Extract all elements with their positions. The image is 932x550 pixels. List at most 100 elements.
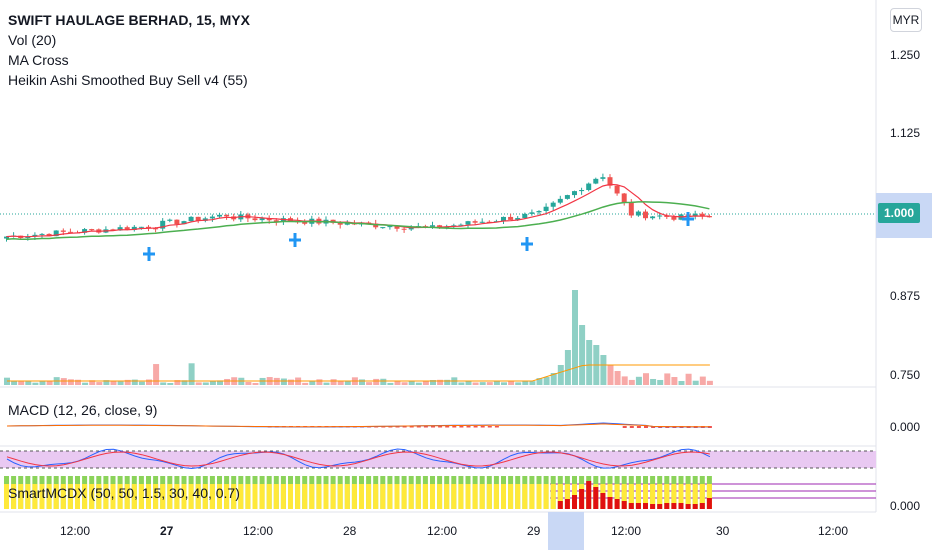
- mcdx-yellow: [550, 484, 556, 509]
- mcdx-yellow: [465, 484, 471, 509]
- mcdx-red: [706, 498, 712, 509]
- mcdx-yellow: [678, 484, 684, 509]
- mcdx-bars: [4, 476, 712, 509]
- volume-bar: [288, 379, 294, 385]
- mcdx-yellow: [188, 484, 194, 509]
- macd-hist: [409, 426, 414, 428]
- volume-bar: [373, 378, 380, 385]
- indicator-heikin-ashi[interactable]: Heikin Ashi Smoothed Buy Sell v4 (55): [8, 72, 248, 88]
- ma-slow-line: [6, 201, 710, 241]
- mcdx-yellow: [373, 484, 379, 509]
- candle-body: [572, 191, 577, 196]
- mcdx-yellow: [103, 484, 109, 509]
- volume-ma-line: [7, 364, 710, 382]
- mcdx-yellow: [430, 484, 435, 509]
- mcdx-red: [692, 504, 698, 509]
- volume-bar: [408, 381, 415, 385]
- candle-body: [146, 226, 151, 229]
- volume-bar: [493, 381, 500, 385]
- mcdx-yellow: [557, 484, 563, 509]
- smartmcdx-tick: 0.000: [889, 499, 920, 513]
- candle-body: [515, 218, 521, 220]
- volume-bar: [444, 379, 451, 385]
- time-tick: 12:00: [611, 524, 642, 538]
- mcdx-yellow: [451, 484, 457, 509]
- volume-bar: [650, 378, 657, 385]
- indicator-ma-cross[interactable]: MA Cross: [8, 52, 69, 68]
- mcdx-yellow: [138, 484, 144, 509]
- macd-hist: [466, 426, 471, 428]
- volume-bar: [252, 382, 259, 385]
- time-highlight: [548, 512, 584, 550]
- candle-body: [117, 227, 123, 231]
- mcdx-yellow: [46, 484, 52, 509]
- candle-body: [337, 222, 343, 225]
- volume-bar: [131, 379, 138, 385]
- volume-bar: [692, 380, 699, 385]
- mcdx-yellow: [309, 484, 315, 509]
- mcdx-yellow: [110, 484, 116, 509]
- candle-body: [302, 221, 308, 224]
- volume-bar: [671, 377, 678, 385]
- time-tick: 12:00: [60, 524, 91, 538]
- volume-bar: [465, 380, 472, 385]
- mcdx-yellow: [217, 484, 222, 509]
- candle-body: [394, 226, 400, 229]
- symbol-title[interactable]: SWIFT HAULAGE BERHAD, 15, MYX: [8, 12, 250, 28]
- mcdx-yellow: [635, 484, 641, 509]
- volume-bar: [181, 380, 188, 385]
- volume-bar: [600, 355, 607, 385]
- macd-hist: [494, 426, 499, 428]
- volume-bar: [309, 381, 316, 385]
- volume-bar: [344, 381, 351, 385]
- volume-bar: [614, 371, 621, 385]
- mcdx-yellow: [131, 484, 137, 509]
- candle-body: [408, 227, 414, 230]
- last-price-tag: 1.000: [878, 203, 920, 223]
- volume-bar: [635, 376, 642, 385]
- volume-bar: [138, 381, 145, 385]
- macd-hist: [622, 426, 627, 428]
- mcdx-yellow: [330, 484, 336, 509]
- volume-bar: [706, 380, 713, 385]
- volume-bar: [564, 350, 571, 385]
- price-tick: 1.250: [889, 48, 920, 62]
- macd-hist: [416, 426, 421, 428]
- mcdx-yellow: [493, 484, 499, 509]
- price-tick: 0.750: [889, 368, 920, 382]
- candles: [4, 173, 712, 242]
- mcdx-yellow: [259, 484, 265, 509]
- candle-body: [508, 216, 514, 220]
- candle-body: [401, 228, 407, 230]
- mcdx-yellow: [202, 484, 208, 509]
- mcdx-red: [657, 504, 663, 509]
- mcdx-yellow: [32, 484, 38, 509]
- mcdx-yellow: [266, 484, 272, 509]
- smartmcdx-label[interactable]: SmartMCDX (50, 50, 1.5, 30, 40, 0.7): [8, 485, 240, 501]
- candle-body: [501, 216, 506, 222]
- mcdx-red: [628, 503, 634, 509]
- volume-bar: [643, 373, 649, 385]
- volume-bar: [89, 380, 96, 385]
- volume-bar: [245, 381, 252, 385]
- volume-bar: [302, 382, 309, 385]
- currency-button[interactable]: MYR: [890, 8, 922, 32]
- volume-bar: [25, 381, 32, 385]
- candle-body: [635, 211, 641, 216]
- indicator-volume[interactable]: Vol (20): [8, 32, 57, 48]
- volume-bar: [11, 380, 18, 385]
- candle-body: [209, 216, 215, 219]
- volume-bar: [67, 379, 74, 385]
- candle-body: [465, 221, 471, 225]
- candle-body: [628, 202, 634, 216]
- candle-body: [692, 213, 698, 216]
- volume-bar: [75, 379, 81, 385]
- candle-body: [131, 226, 137, 230]
- ma-fast-line: [6, 183, 710, 238]
- macd-label[interactable]: MACD (12, 26, close, 9): [8, 402, 158, 418]
- mcdx-yellow: [209, 484, 215, 509]
- mcdx-red: [699, 503, 705, 509]
- time-tick: 12:00: [243, 524, 274, 538]
